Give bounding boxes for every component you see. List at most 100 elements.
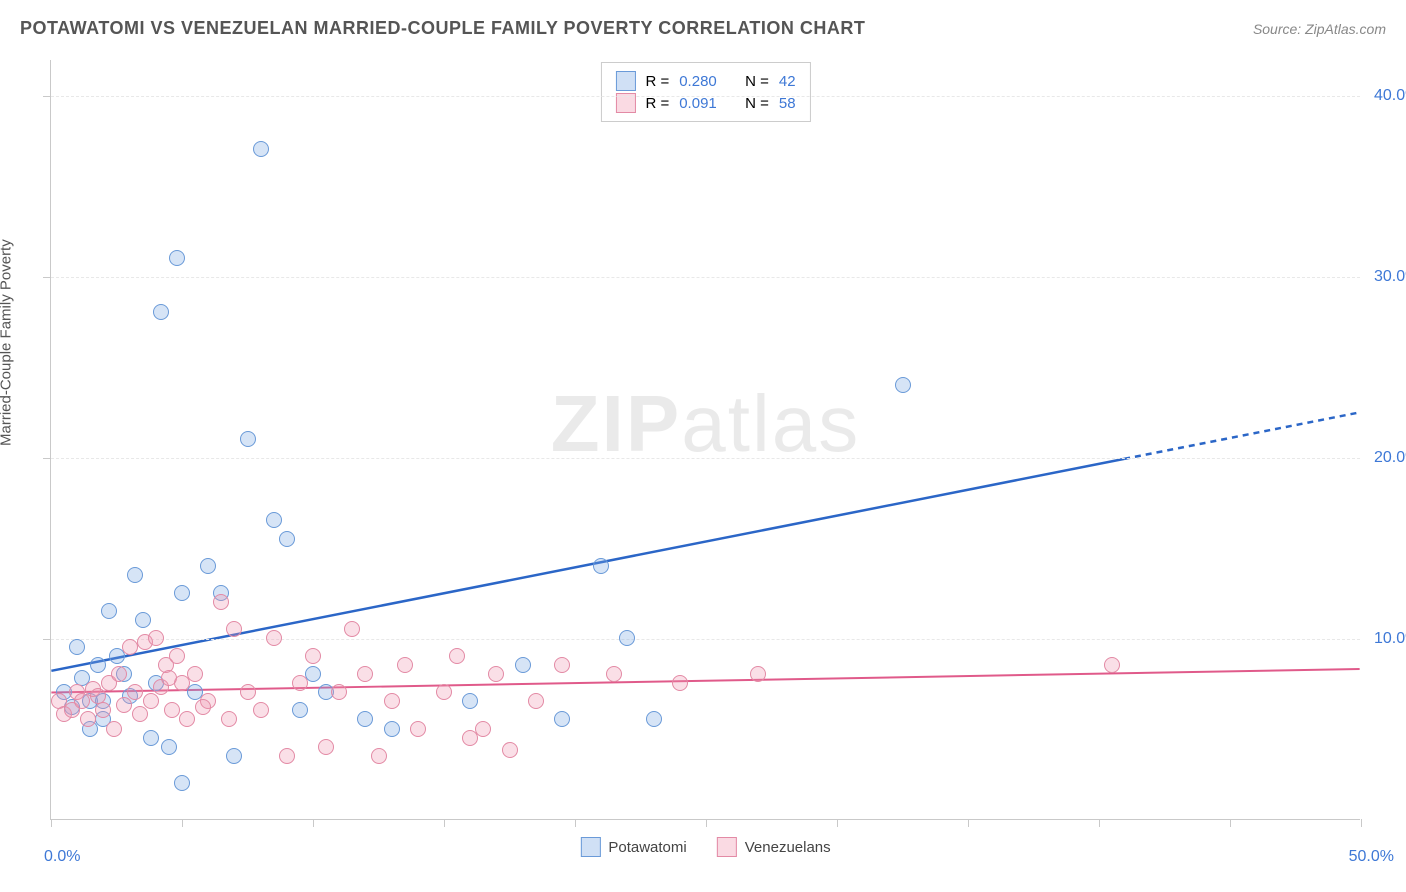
data-point: [90, 657, 106, 673]
watermark-atlas: atlas: [681, 379, 860, 468]
data-point: [253, 702, 269, 718]
data-point: [895, 377, 911, 393]
chart-title: POTAWATOMI VS VENEZUELAN MARRIED-COUPLE …: [20, 18, 865, 39]
y-tick: [43, 277, 51, 278]
y-tick-label: 40.0%: [1366, 87, 1406, 105]
data-point: [606, 666, 622, 682]
data-point: [646, 711, 662, 727]
data-point: [74, 693, 90, 709]
data-point: [371, 748, 387, 764]
title-bar: POTAWATOMI VS VENEZUELAN MARRIED-COUPLE …: [20, 18, 1386, 39]
swatch-pink-icon: [717, 837, 737, 857]
data-point: [436, 684, 452, 700]
data-point: [672, 675, 688, 691]
data-point: [226, 621, 242, 637]
data-point: [528, 693, 544, 709]
x-tick: [1099, 819, 1100, 827]
data-point: [357, 711, 373, 727]
data-point: [95, 702, 111, 718]
n-value-blue: 42: [779, 73, 796, 90]
data-point: [1104, 657, 1120, 673]
data-point: [279, 531, 295, 547]
legend-bottom: Potawatomi Venezuelans: [580, 837, 830, 857]
data-point: [397, 657, 413, 673]
y-tick-label: 30.0%: [1366, 268, 1406, 286]
x-tick: [313, 819, 314, 827]
data-point: [174, 775, 190, 791]
data-point: [318, 739, 334, 755]
data-point: [279, 748, 295, 764]
data-point: [213, 594, 229, 610]
chart-container: POTAWATOMI VS VENEZUELAN MARRIED-COUPLE …: [0, 0, 1406, 892]
data-point: [143, 730, 159, 746]
data-point: [515, 657, 531, 673]
data-point: [101, 603, 117, 619]
legend-row-blue: R = 0.280 N = 42: [615, 71, 795, 91]
data-point: [449, 648, 465, 664]
data-point: [292, 675, 308, 691]
x-max-label: 50.0%: [1349, 848, 1394, 866]
data-point: [488, 666, 504, 682]
x-tick: [182, 819, 183, 827]
swatch-blue-icon: [580, 837, 600, 857]
gridline: [51, 96, 1360, 97]
data-point: [169, 648, 185, 664]
data-point: [593, 558, 609, 574]
data-point: [226, 748, 242, 764]
data-point: [80, 711, 96, 727]
y-tick-label: 10.0%: [1366, 630, 1406, 648]
data-point: [132, 706, 148, 722]
x-tick: [837, 819, 838, 827]
data-point: [148, 630, 164, 646]
r-value-blue: 0.280: [679, 73, 717, 90]
n-label: N =: [745, 73, 769, 90]
data-point: [410, 721, 426, 737]
x-tick: [51, 819, 52, 827]
trend-line-dashed: [1124, 412, 1359, 459]
data-point: [135, 612, 151, 628]
data-point: [169, 250, 185, 266]
gridline: [51, 639, 1360, 640]
data-point: [111, 666, 127, 682]
data-point: [161, 670, 177, 686]
x-tick: [575, 819, 576, 827]
gridline: [51, 277, 1360, 278]
data-point: [292, 702, 308, 718]
data-point: [305, 648, 321, 664]
watermark: ZIPatlas: [551, 378, 860, 470]
y-tick-label: 20.0%: [1366, 449, 1406, 467]
data-point: [127, 684, 143, 700]
data-point: [554, 711, 570, 727]
data-point: [195, 699, 211, 715]
legend-label: Potawatomi: [608, 839, 686, 856]
data-point: [164, 702, 180, 718]
data-point: [127, 567, 143, 583]
data-point: [179, 711, 195, 727]
swatch-blue-icon: [615, 71, 635, 91]
x-tick: [706, 819, 707, 827]
data-point: [357, 666, 373, 682]
data-point: [174, 585, 190, 601]
data-point: [122, 639, 138, 655]
data-point: [116, 697, 132, 713]
x-tick: [1361, 819, 1362, 827]
data-point: [221, 711, 237, 727]
data-point: [266, 630, 282, 646]
data-point: [384, 721, 400, 737]
data-point: [475, 721, 491, 737]
x-tick: [444, 819, 445, 827]
data-point: [462, 693, 478, 709]
data-point: [502, 742, 518, 758]
source-label: Source: ZipAtlas.com: [1253, 21, 1386, 37]
r-label: R =: [645, 73, 669, 90]
data-point: [161, 739, 177, 755]
data-point: [143, 693, 159, 709]
legend-item-venezuelans: Venezuelans: [717, 837, 831, 857]
data-point: [253, 141, 269, 157]
watermark-zip: ZIP: [551, 379, 681, 468]
y-tick: [43, 96, 51, 97]
y-axis-title: Married-Couple Family Poverty: [0, 239, 15, 446]
x-tick: [1230, 819, 1231, 827]
legend-label: Venezuelans: [745, 839, 831, 856]
y-tick: [43, 458, 51, 459]
